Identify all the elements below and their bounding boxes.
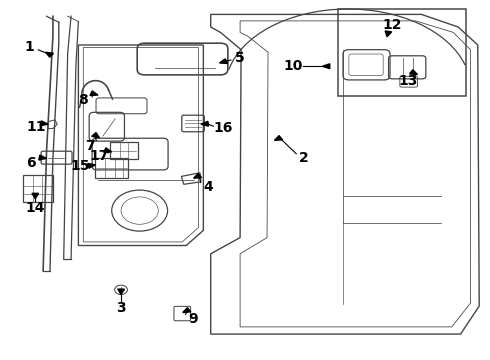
Polygon shape <box>46 52 53 57</box>
Text: 8: 8 <box>78 93 88 107</box>
Text: 7: 7 <box>85 139 95 153</box>
Polygon shape <box>385 31 392 37</box>
Polygon shape <box>201 121 209 126</box>
Text: 10: 10 <box>283 59 303 73</box>
Polygon shape <box>92 132 99 138</box>
Text: 16: 16 <box>213 121 233 135</box>
Text: 9: 9 <box>188 312 197 326</box>
Polygon shape <box>194 174 201 178</box>
Polygon shape <box>88 163 96 168</box>
Polygon shape <box>183 308 191 312</box>
Polygon shape <box>220 59 227 63</box>
Text: 6: 6 <box>26 156 36 170</box>
Polygon shape <box>104 148 112 152</box>
Polygon shape <box>322 64 330 69</box>
Text: 3: 3 <box>116 301 126 315</box>
Polygon shape <box>32 193 39 199</box>
Text: 1: 1 <box>24 40 34 54</box>
Text: 14: 14 <box>25 201 45 215</box>
Text: 11: 11 <box>26 120 46 134</box>
Text: 5: 5 <box>235 51 245 64</box>
Polygon shape <box>40 121 48 126</box>
Bar <box>338 9 466 96</box>
Polygon shape <box>410 70 417 75</box>
Text: 12: 12 <box>382 18 402 32</box>
Polygon shape <box>118 289 124 294</box>
Text: 17: 17 <box>89 149 109 162</box>
Polygon shape <box>274 136 282 140</box>
Text: 15: 15 <box>70 159 90 173</box>
Text: 13: 13 <box>398 74 418 87</box>
Polygon shape <box>90 91 98 95</box>
Polygon shape <box>39 155 47 160</box>
Text: 2: 2 <box>299 152 309 165</box>
Text: 4: 4 <box>203 180 213 194</box>
